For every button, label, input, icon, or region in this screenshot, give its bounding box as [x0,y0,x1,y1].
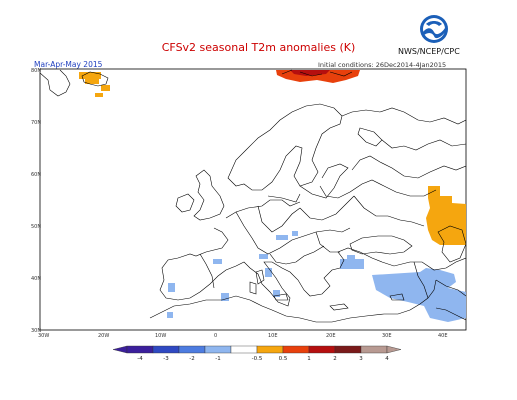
lon-label: 40E [438,333,448,339]
lat-label: 70N [31,120,41,126]
lon-label: 0 [214,333,217,339]
lat-label: 30N [31,328,41,334]
noaa-logo-icon [420,15,448,43]
anomaly-warm-russia [426,186,466,245]
colorbar-tick-label: -0.5 [252,356,263,362]
lat-label: 50N [31,224,41,230]
map-title: CFSv2 seasonal T2m anomalies (K) [161,41,356,54]
colorbar-cell [126,345,154,354]
anomaly-cool-patches [167,231,466,322]
colorbar: -4 -3 -2 -1 -0.5 0.5 1 2 3 4 [112,345,402,362]
lon-label: 20W [98,333,109,339]
colorbar-cell [178,345,206,354]
season-label: Mar-Apr-May 2015 [34,60,103,69]
colorbar-right-arrow [386,345,402,354]
colorbar-cell [282,345,310,354]
colorbar-tick-label: 0.5 [279,356,288,362]
colorbar-cell [334,345,362,354]
colorbar-tick-label: 2 [333,356,337,362]
longitude-axis: 30W 20W 10W 0 10E 20E 30E 40E [38,333,448,339]
colorbar-tick-label: -1 [215,356,220,362]
colorbar-tick-label: -3 [163,356,169,362]
coastlines [40,69,466,323]
lon-label: 10W [155,333,166,339]
colorbar-tick-label: 1 [307,356,311,362]
latitude-axis: 80N 70N 60N 50N 40N 30N [31,68,41,334]
colorbar-cell [230,345,258,354]
colorbar-cell [360,345,388,354]
colorbar-cell [308,345,336,354]
lon-label: 30E [382,333,392,339]
colorbar-tick-label: -2 [189,356,194,362]
lat-label: 80N [31,68,41,74]
colorbar-cell [204,345,232,354]
colorbar-cell [256,345,284,354]
colorbar-left-arrow [112,345,128,354]
colorbar-tick-label: -4 [137,356,143,362]
initial-conditions-label: Initial conditions: 26Dec2014-4Jan2015 [318,61,447,69]
agency-label: NWS/NCEP/CPC [398,47,460,56]
colorbar-cell [152,345,180,354]
lon-label: 20E [326,333,336,339]
lon-label: 30W [38,333,49,339]
anomaly-warm-iceland [79,72,110,97]
lon-label: 10E [268,333,278,339]
colorbar-tick-label: 3 [359,356,363,362]
colorbar-tick-label: 4 [385,356,389,362]
lat-label: 60N [31,172,41,178]
lat-label: 40N [31,276,41,282]
